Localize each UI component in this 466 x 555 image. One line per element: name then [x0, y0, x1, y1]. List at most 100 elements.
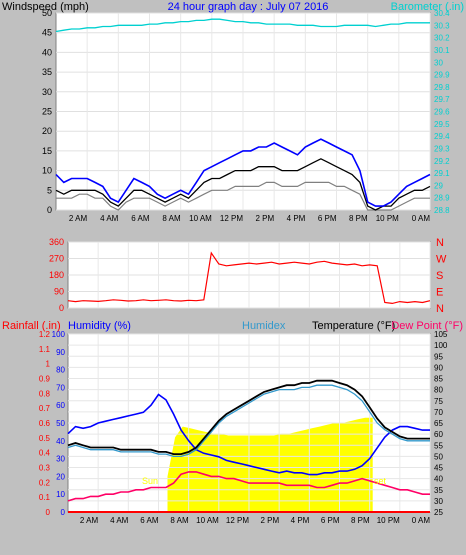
- temp-y-tick-label: 55: [434, 441, 443, 450]
- wind-y-axis: 0 5 10 15 20 25 30 35 40 45 50: [42, 8, 52, 215]
- wind-x-tick-label: 0 AM: [412, 214, 431, 223]
- wind-grid: [56, 12, 431, 211]
- wind-x-tick-label: 6 AM: [131, 214, 150, 223]
- wind-x-tick-label: 6 PM: [318, 214, 337, 223]
- temp-x-tick-label: 8 PM: [351, 516, 370, 525]
- wind-x-axis: 2 AM 4 AM 6 AM 8 AM 10 AM 12 PM 2 PM 4 PM 6 PM 8 …: [69, 214, 430, 223]
- sunset-label: set: [374, 476, 387, 486]
- temp-y-tick-label: 85: [434, 375, 443, 384]
- barometer-tick-label: 28.8: [434, 206, 450, 215]
- temp-x-tick-label: 12 PM: [226, 516, 249, 525]
- temp-y-tick-label: 65: [434, 419, 443, 428]
- wind-direction-line: [67, 251, 431, 305]
- dewpoint-line: [67, 471, 430, 502]
- wind-y-tick-label: 10: [42, 166, 52, 176]
- temp-y-axis: 25 30 35 40 45 50 55 60 65 70 75 80 85 90 95 100 105: [434, 330, 448, 517]
- wind-y-tick-label: 15: [42, 146, 52, 156]
- direction-y-axis: 0 90 180 270 360: [49, 237, 64, 313]
- rain-y-tick-label: 0.7: [39, 404, 51, 413]
- barometer-tick-label: 30: [434, 58, 443, 67]
- compass-label: W: [436, 254, 447, 266]
- wind-y-tick-label: 40: [42, 47, 52, 57]
- temp-x-tick-label: 4 AM: [110, 516, 129, 525]
- temp-x-tick-label: 6 PM: [321, 516, 340, 525]
- barometer-tick-label: 29.4: [434, 132, 450, 141]
- wind-x-tick-label: 10 PM: [376, 214, 399, 223]
- wind-y-tick-label: 25: [42, 107, 52, 117]
- compass-label: N: [436, 237, 444, 249]
- direction-grid: [68, 241, 431, 309]
- rain-y-tick-label: 0.4: [39, 449, 51, 458]
- temp-y-tick-label: 45: [434, 464, 443, 473]
- wind-x-tick-label: 4 PM: [287, 214, 306, 223]
- temperature-line: [67, 379, 430, 456]
- humidex-axis-title: Humidex: [242, 320, 286, 332]
- wind-series: [55, 18, 431, 211]
- barometer-tick-label: 29: [434, 181, 443, 190]
- rain-y-axis: 0 0.1 0.2 0.3 0.4 0.5 0.6 0.7 0.8 0.9 1 1.1 1.2: [39, 330, 51, 517]
- compass-label: S: [436, 270, 443, 282]
- direction-y-tick-label: 180: [49, 270, 64, 280]
- temp-y-tick-label: 90: [434, 363, 443, 372]
- wind-y-tick-label: 45: [42, 28, 52, 38]
- direction-series: [67, 251, 431, 305]
- barometer-tick-label: 30.1: [434, 46, 450, 55]
- temp-x-tick-label: 0 AM: [412, 516, 431, 525]
- wind-x-tick-label: 2 PM: [255, 214, 274, 223]
- temp-y-tick-label: 30: [434, 497, 443, 506]
- temp-y-tick-label: 95: [434, 352, 443, 361]
- barometer-tick-label: 29.7: [434, 95, 450, 104]
- temp-y-tick-label: 50: [434, 452, 443, 461]
- rain-y-tick-label: 1.2: [39, 330, 51, 339]
- humidity-y-tick-label: 30: [56, 455, 65, 464]
- temperature-axis-title: Temperature (°F): [312, 320, 395, 332]
- wind-low-line: [56, 181, 430, 211]
- barometer-tick-label: 29.5: [434, 120, 450, 129]
- rain-y-tick-label: 1.1: [39, 345, 51, 354]
- direction-y-tick-label: 0: [59, 303, 64, 313]
- direction-y-tick-label: 90: [54, 287, 64, 297]
- rain-y-tick-label: 0.9: [39, 375, 51, 384]
- humidity-y-tick-label: 80: [56, 366, 65, 375]
- temp-x-tick-label: 8 AM: [170, 516, 189, 525]
- rain-y-tick-label: 1: [46, 360, 51, 369]
- rain-y-tick-label: 0.3: [39, 464, 51, 473]
- temp-x-tick-label: 2 AM: [80, 516, 99, 525]
- wind-y-tick-label: 50: [42, 8, 52, 18]
- temp-y-tick-label: 100: [434, 341, 448, 350]
- barometer-tick-label: 29.1: [434, 169, 450, 178]
- barometer-tick-label: 29.6: [434, 108, 450, 117]
- barometer-tick-label: 29.8: [434, 83, 450, 92]
- barometer-y-axis: 28.8 28.9 29 29.1 29.2 29.3 29.4 29.5 29.6 29.7 29…: [434, 9, 450, 215]
- barometer-tick-label: 28.9: [434, 194, 450, 203]
- temp-y-tick-label: 105: [434, 330, 448, 339]
- rainfall-axis-title: Rainfall (.in): [2, 320, 61, 332]
- barometer-line: [55, 18, 430, 33]
- wind-y-tick-label: 0: [47, 205, 52, 215]
- barometer-tick-label: 29.9: [434, 71, 450, 80]
- wind-y-tick-label: 5: [47, 185, 52, 195]
- compass-label: E: [436, 287, 443, 299]
- rain-y-tick-label: 0: [46, 508, 51, 517]
- wind-x-tick-label: 2 AM: [69, 214, 88, 223]
- barometer-tick-label: 30.2: [434, 34, 450, 43]
- humidity-y-tick-label: 0: [61, 508, 66, 517]
- wind-x-tick-label: 4 AM: [100, 214, 119, 223]
- compass-label: N: [436, 303, 444, 315]
- temp-y-tick-label: 40: [434, 475, 443, 484]
- barometer-tick-label: 29.3: [434, 144, 450, 153]
- rain-y-tick-label: 0.2: [39, 478, 51, 487]
- temp-y-tick-label: 75: [434, 397, 443, 406]
- wind-x-tick-label: 10 AM: [189, 214, 212, 223]
- rain-y-tick-label: 0.8: [39, 389, 51, 398]
- barometer-tick-label: 29.2: [434, 157, 450, 166]
- rain-y-tick-label: 0.6: [39, 419, 51, 428]
- barometer-axis-title: Barometer (.in): [391, 1, 464, 13]
- temp-x-tick-label: 2 PM: [260, 516, 279, 525]
- dewpoint-axis-title: Dew Point (°F): [391, 320, 463, 332]
- temp-x-tick-label: 6 AM: [140, 516, 159, 525]
- humidity-y-tick-label: 20: [56, 472, 65, 481]
- wind-gust-line: [55, 138, 431, 207]
- temp-y-tick-label: 80: [434, 386, 443, 395]
